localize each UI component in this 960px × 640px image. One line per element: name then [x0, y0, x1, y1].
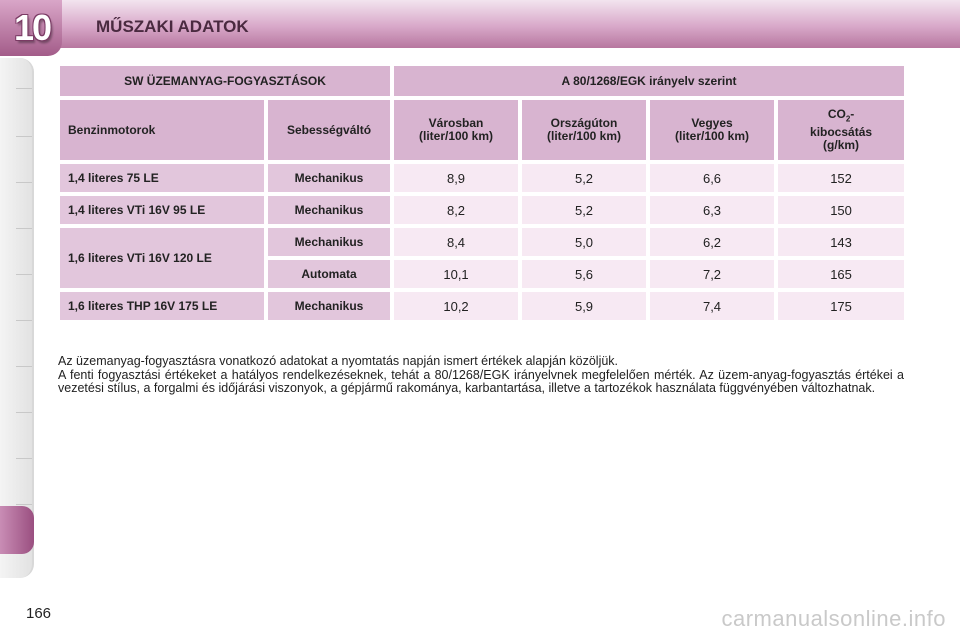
row-engine: 1,6 literes VTi 16V 120 LE — [60, 228, 264, 288]
col-header-co2: CO2- kibocsátás (g/km) — [778, 100, 905, 160]
col-co2-line2: kibocsátás — [810, 124, 873, 139]
table-row: 1,4 literes VTi 16V 95 LE Mechanikus 8,2… — [60, 196, 905, 224]
row-city: 8,9 — [394, 164, 519, 192]
col-co2-suffix: - — [850, 107, 855, 122]
side-tab-active[interactable] — [0, 506, 34, 554]
col-header-engine: Benzinmotorok — [60, 100, 264, 160]
row-gearbox: Mechanikus — [268, 292, 391, 320]
row-co2: 175 — [778, 292, 905, 320]
note-line-2: A fenti fogyasztási értékeket a hatályos… — [58, 367, 904, 395]
table-title-left: SW ÜZEMANYAG-FOGYASZTÁSOK — [60, 66, 391, 96]
page-number: 166 — [26, 605, 52, 622]
row-city: 10,1 — [394, 260, 519, 288]
row-combined: 7,4 — [650, 292, 775, 320]
side-divider — [16, 458, 32, 459]
row-co2: 165 — [778, 260, 905, 288]
row-combined: 6,2 — [650, 228, 775, 256]
col-co2-sub: 2 — [845, 114, 851, 124]
col-highway-label: Országúton — [550, 116, 618, 130]
row-combined: 6,3 — [650, 196, 775, 224]
chapter-title: MŰSZAKI ADATOK — [96, 17, 249, 36]
row-highway: 5,0 — [522, 228, 647, 256]
column-header-row: Benzinmotorok Sebességváltó Városban (lit… — [60, 100, 905, 160]
row-gearbox: Mechanikus — [268, 164, 391, 192]
row-city: 10,2 — [394, 292, 519, 320]
col-combined-label: Vegyes — [691, 116, 733, 130]
side-divider — [16, 182, 32, 183]
side-divider — [16, 320, 32, 321]
col-combined-unit: (liter/100 km) — [674, 129, 750, 143]
side-divider — [16, 504, 32, 505]
row-city: 8,2 — [394, 196, 519, 224]
row-highway: 5,6 — [522, 260, 647, 288]
fuel-consumption-table: SW ÜZEMANYAG-FOGYASZTÁSOK A 80/1268/EGK … — [56, 62, 908, 324]
row-highway: 5,2 — [522, 164, 647, 192]
table-row: 1,6 literes VTi 16V 120 LE Mechanikus 8,… — [60, 228, 905, 288]
row-co2: 152 — [778, 164, 905, 192]
row-gearbox: Automata — [268, 260, 391, 288]
side-divider — [16, 88, 32, 89]
col-header-city: Városban (liter/100 km) — [394, 100, 519, 160]
table-title-right: A 80/1268/EGK irányelv szerint — [394, 66, 905, 96]
table-row: 1,6 literes THP 16V 175 LE Mechanikus 10… — [60, 292, 905, 320]
col-city-unit: (liter/100 km) — [418, 129, 494, 143]
side-divider — [16, 274, 32, 275]
side-divider — [16, 366, 32, 367]
col-header-highway: Országúton (liter/100 km) — [522, 100, 647, 160]
col-header-gearbox: Sebességváltó — [268, 100, 391, 160]
side-chapter-rail — [0, 58, 34, 578]
row-gearbox: Mechanikus — [268, 228, 391, 256]
side-divider — [16, 228, 32, 229]
table-row: 1,4 literes 75 LE Mechanikus 8,9 5,2 6,6… — [60, 164, 905, 192]
row-gearbox: Mechanikus — [268, 196, 391, 224]
table-title-row: SW ÜZEMANYAG-FOGYASZTÁSOK A 80/1268/EGK … — [60, 66, 905, 96]
table-row: Automata 10,1 5,6 7,2 165 — [60, 260, 905, 288]
row-co2: 150 — [778, 196, 905, 224]
col-highway-unit: (liter/100 km) — [546, 129, 622, 143]
watermark: carmanualsonline.info — [721, 606, 946, 631]
side-divider — [16, 136, 32, 137]
note-line-1: Az üzemanyag-fogyasztásra vonatkozó adat… — [58, 354, 619, 368]
row-combined: 6,6 — [650, 164, 775, 192]
row-city: 8,4 — [394, 228, 519, 256]
row-highway: 5,2 — [522, 196, 647, 224]
col-header-combined: Vegyes (liter/100 km) — [650, 100, 775, 160]
chapter-header-band — [0, 0, 960, 48]
row-combined: 7,2 — [650, 260, 775, 288]
row-engine: 1,4 literes VTi 16V 95 LE — [60, 196, 264, 224]
col-co2-unit: (g/km) — [823, 137, 860, 152]
notes-paragraph: Az üzemanyag-fogyasztásra vonatkozó adat… — [58, 354, 904, 396]
row-engine: 1,6 literes THP 16V 175 LE — [60, 292, 264, 320]
chapter-number: 10 — [14, 7, 52, 48]
row-engine: 1,4 literes 75 LE — [60, 164, 264, 192]
chapter-tab: 10 — [0, 0, 62, 56]
row-highway: 5,9 — [522, 292, 647, 320]
side-divider — [16, 412, 32, 413]
col-co2-prefix: CO — [827, 107, 846, 122]
row-co2: 143 — [778, 228, 905, 256]
col-city-label: Városban — [428, 116, 484, 130]
